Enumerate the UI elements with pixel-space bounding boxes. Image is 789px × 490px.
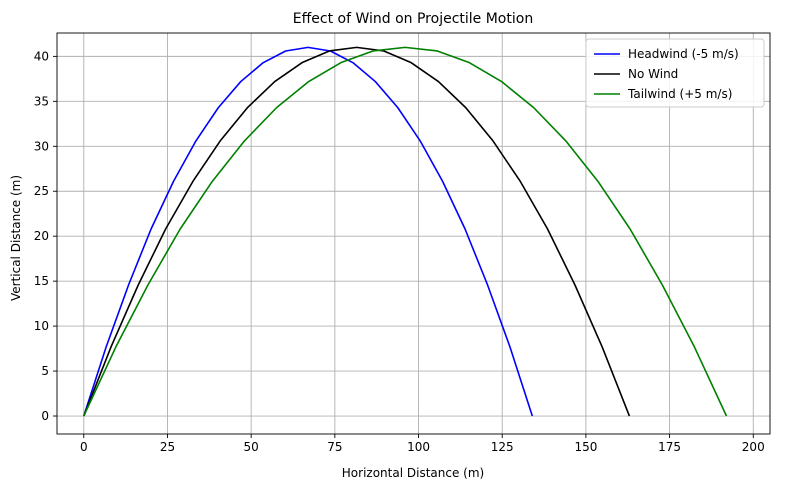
x-tick-label: 25 (160, 440, 175, 454)
y-axis-label: Vertical Distance (m) (9, 175, 23, 301)
series-line-2 (83, 46, 728, 417)
legend-entry-label: No Wind (628, 67, 678, 81)
legend-entry-label: Headwind (-5 m/s) (628, 47, 739, 61)
x-tick-label: 125 (491, 440, 514, 454)
legend-box (585, 38, 765, 108)
plot-frame (56, 32, 771, 435)
y-tick-label: 10 (34, 319, 49, 333)
series-line-1 (83, 46, 631, 417)
grid-lines (57, 33, 770, 434)
x-tick-label: 150 (574, 440, 597, 454)
x-tick-label: 75 (327, 440, 342, 454)
y-tick-label: 30 (34, 139, 49, 153)
y-tick-label: 35 (34, 94, 49, 108)
y-tick-label: 20 (34, 229, 49, 243)
x-tick-label: 0 (80, 440, 88, 454)
y-tick-label: 5 (41, 364, 49, 378)
legend-entry-label: Tailwind (+5 m/s) (627, 87, 732, 101)
y-tick-label: 40 (34, 49, 49, 63)
y-tick-label: 0 (41, 409, 49, 423)
x-tick-label: 175 (658, 440, 681, 454)
series-layer (83, 46, 728, 417)
chart-title: Effect of Wind on Projectile Motion (293, 11, 533, 27)
x-axis-label: Horizontal Distance (m) (342, 466, 484, 480)
x-tick-label: 100 (407, 440, 430, 454)
series-line-0 (83, 46, 534, 417)
x-tick-label: 200 (742, 440, 765, 454)
axis-ticks: 0 25 50 75 100 125 150 175 200 0 5 10 15 20 25 30 35 40 (34, 49, 765, 454)
y-tick-label: 15 (34, 274, 49, 288)
legend: Headwind (-5 m/s) No Wind Tailwind (+5 m/s… (585, 38, 765, 108)
x-tick-label: 50 (244, 440, 259, 454)
y-tick-label: 25 (34, 184, 49, 198)
